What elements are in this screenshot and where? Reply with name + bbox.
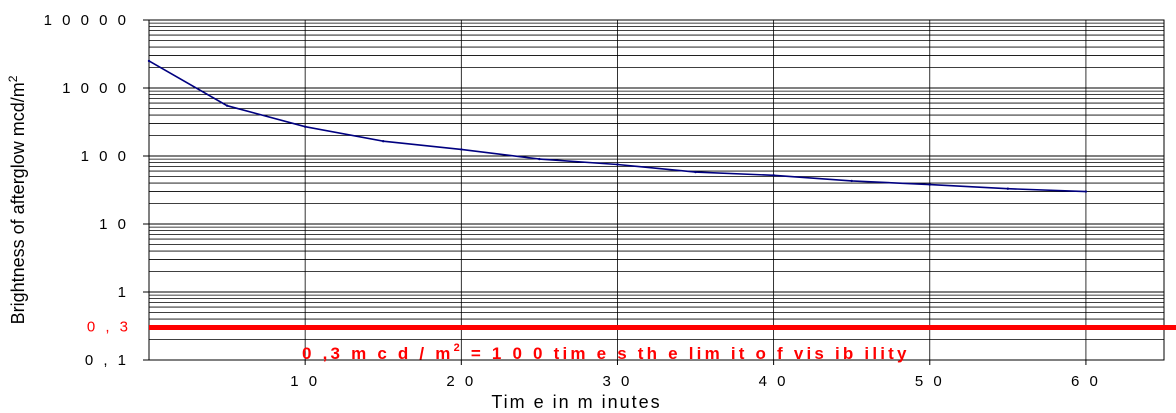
x-tick-label: 2 0 — [446, 373, 476, 390]
y-tick-label: 1 0 0 0 — [62, 80, 129, 97]
data-point — [850, 179, 853, 183]
data-point — [616, 163, 619, 166]
data-point — [1084, 190, 1088, 193]
x-tick-label: 3 0 — [603, 373, 633, 390]
x-tick-label: 4 0 — [759, 373, 789, 390]
reference-label-rest: = 1 0 0 tim e s th e lim it o f vis ib i… — [463, 344, 910, 363]
y-tick-label: 1 0 0 — [81, 148, 129, 165]
reference-label-superscript: 2 — [454, 342, 463, 354]
y-tick-label: 1 0 — [99, 216, 129, 233]
y-tick-label: 1 0 0 0 0 — [44, 12, 129, 29]
x-tick-label: 1 0 — [290, 373, 320, 390]
y-tick-label: 1 — [118, 284, 129, 301]
y-axis-title-superscript: 2 — [6, 75, 20, 82]
data-point — [772, 174, 775, 177]
data-point — [538, 157, 541, 161]
data-point — [1006, 187, 1010, 190]
plot-area-frame — [148, 19, 1165, 361]
y-tick-label: 0 , 1 — [85, 352, 129, 369]
x-tick-label: 6 0 — [1071, 373, 1101, 390]
reference-layer: 0 , 3 0 ,3 m c d / m2 = 1 0 0 tim e s th… — [87, 319, 1176, 363]
data-point — [382, 140, 385, 143]
grid — [149, 20, 1164, 361]
data-point — [928, 183, 931, 186]
y-axis-title: Brightness of afterglow mcd/m2 — [6, 75, 28, 324]
data-point — [694, 170, 697, 174]
data-point — [225, 104, 229, 107]
x-tick-label: 5 0 — [915, 373, 945, 390]
y-axis-title-main: Brightness of afterglow mcd/m — [8, 82, 28, 324]
reference-label-main: 0 ,3 m c d / m — [302, 344, 454, 363]
y-axis: 0 , 1 1 1 0 1 0 0 1 0 0 0 1 0 0 0 0 — [44, 12, 149, 369]
reference-line-label: 0 ,3 m c d / m2 = 1 0 0 tim e s th e lim… — [302, 342, 910, 363]
x-axis-title: Tim e in m inutes — [491, 392, 661, 412]
data-point — [460, 148, 463, 151]
reference-tick-label: 0 , 3 — [87, 319, 131, 336]
x-axis: 1 0 2 0 3 0 4 0 5 0 6 0 — [290, 360, 1101, 390]
data-point — [147, 59, 151, 63]
series-layer — [147, 59, 1088, 193]
data-point — [303, 125, 307, 128]
